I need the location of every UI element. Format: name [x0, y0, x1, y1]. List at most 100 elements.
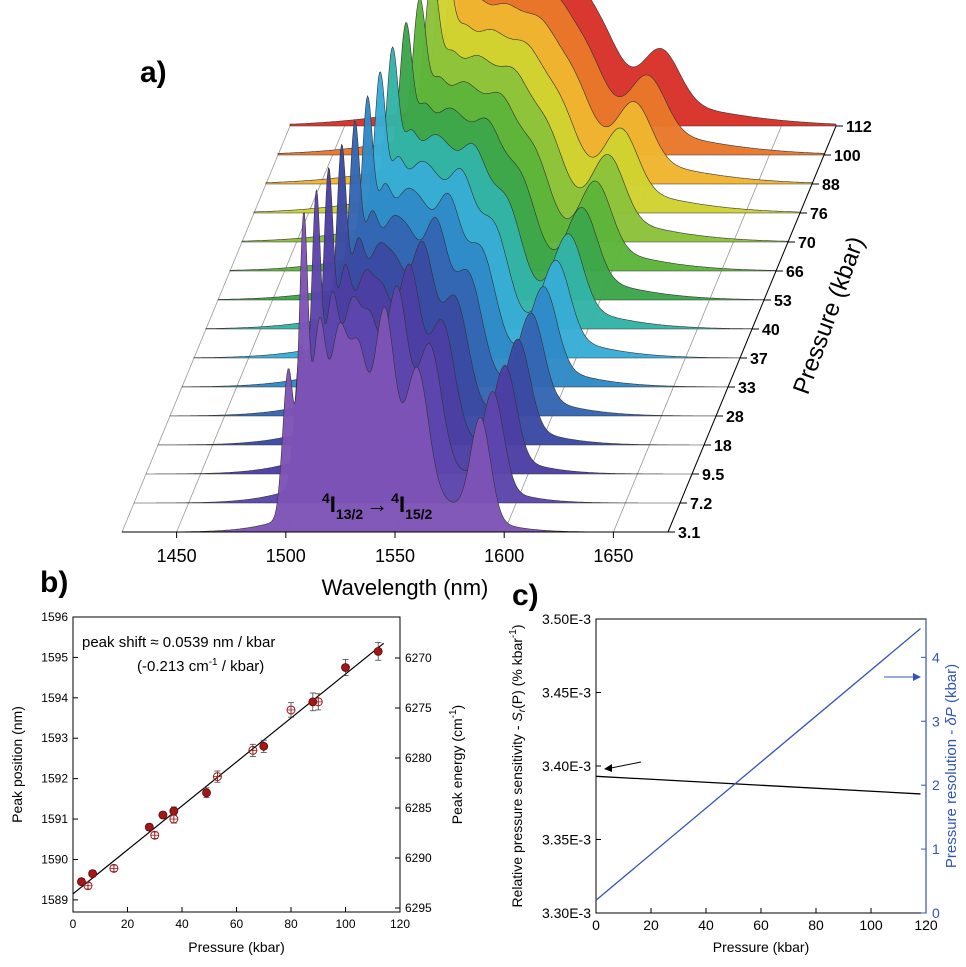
pressure-tick-label: 18 [714, 438, 732, 455]
x-tick-label: 1450 [157, 546, 197, 566]
panel-b-annotation-line1: peak shift ≈ 0.0539 nm / kbar [82, 634, 275, 651]
pressure-tick-label: 37 [750, 351, 768, 368]
left-ylabel-post: ) [509, 624, 525, 629]
panel-c-axes: 0 20 40 60 80 100 1203.30E-33.35E-33.40E-33.45… [542, 611, 940, 955]
data-point-filled [341, 663, 350, 672]
data-point-filled [259, 741, 269, 751]
y-tick-label: 1596 [41, 610, 68, 624]
data-point-filled [373, 646, 383, 656]
pressure-tick-label: 53 [774, 293, 792, 310]
y-right-tick-label: 6275 [405, 701, 432, 715]
right-ylabel-post: (kbar) [943, 664, 960, 707]
right-ylabel-delta: δP [943, 707, 960, 725]
left-axis-arrowhead [604, 764, 612, 772]
x-tick-label: 120 [914, 917, 938, 933]
panel-c-label: c) [512, 579, 539, 612]
panel-c-right-ylabel: Pressure resolution - δP (kbar) [943, 664, 960, 868]
y-right-tick-label: 2 [932, 777, 940, 793]
series-line-right [595, 628, 921, 901]
fit-line [72, 642, 385, 895]
spectrum-slice-40 [205, 46, 753, 330]
x-tick-label: 1650 [593, 546, 633, 566]
transition-annotation: 4I13/2 → 4I15/2 [322, 490, 433, 522]
pressure-tick-label: 100 [834, 148, 861, 165]
pressure-tick-label: 3.1 [678, 525, 700, 542]
spectrum-slice-53 [217, 22, 765, 301]
panel-b-axes: 0 20 40 60 80 100 120 1589 1590 1591 1592 1593 1594 1… [9, 610, 465, 955]
spectrum-slice-18 [157, 143, 704, 446]
x-tick-label: 60 [753, 917, 769, 933]
panel-c-plot-frame [595, 618, 927, 914]
annotation-arrow: → [366, 492, 388, 517]
y-right-tick-label: 1 [932, 841, 940, 857]
data-point-filled [88, 869, 98, 879]
x-tick-label: 0 [592, 917, 600, 933]
annotation-sub-1: 13/2 [336, 506, 363, 522]
panel-a-spectra [122, 0, 837, 533]
y-tick-label: 1593 [41, 731, 68, 745]
y-tick-label: 1590 [41, 852, 68, 866]
x-tick-label: 1500 [266, 546, 306, 566]
panel-c-lines [595, 628, 921, 901]
x-tick-label: 80 [284, 917, 298, 931]
x-tick-label: 100 [859, 917, 883, 933]
right-ylabel-pre: Pressure resolution - [943, 726, 960, 869]
data-point-filled [77, 877, 86, 887]
x-tick-label: 0 [70, 917, 77, 931]
right-axis-arrowhead [913, 673, 921, 681]
y-tick-label: 1592 [41, 772, 68, 786]
panel-a-zlabel: Pressure (kbar) [788, 233, 870, 398]
y-right-tick-label: 6290 [405, 851, 432, 865]
y-right-tick-label: 6295 [405, 901, 432, 915]
panel-c: c) 0 20 40 60 80 100 1203.30E-33.35E-33.40E-33… [508, 579, 960, 955]
x-tick-label: 40 [175, 917, 189, 931]
x-tick-label: 80 [808, 917, 824, 933]
svg-text:4I13/2→4I15/2: 4I13/2 → 4I15/2 [322, 490, 433, 522]
left-ylabel-S: S [509, 712, 525, 722]
y-right-tick-label: 6280 [405, 751, 432, 765]
pressure-tick-label: 66 [786, 264, 804, 281]
annotation-sub-2: 15/2 [405, 506, 432, 522]
panel-b-fit-line [72, 642, 385, 895]
x-axis-label: Pressure (kbar) [188, 939, 284, 955]
annotation-sup-2: 4 [391, 490, 399, 506]
panel-b-label: b) [40, 566, 68, 599]
y-right-tick-label: 0 [932, 905, 940, 921]
annotation-base-2: I [399, 492, 405, 517]
panel-b: b) 0 20 40 60 80 100 120 1589 1590 1591 1592 1593 15… [9, 566, 465, 955]
left-ylabel-sup: -1 [508, 629, 519, 638]
y-right-label-sup: -1 [448, 709, 459, 718]
x-axis-label: Pressure (kbar) [713, 939, 809, 955]
y-right-tick-label: 4 [932, 649, 940, 665]
annotation-sup-1: 4 [322, 490, 330, 506]
y-left-tick-label: 3.40E-3 [542, 758, 591, 774]
spectrum-slice-33 [181, 95, 729, 388]
pressure-tick-label: 76 [810, 206, 828, 223]
pressure-tick-label: 33 [738, 380, 756, 397]
annotation-line2-pre: (-0.213 cm [137, 658, 209, 675]
pressure-tick-label: 112 [846, 119, 872, 136]
y-tick-label: 1594 [41, 691, 68, 705]
x-tick-label: 60 [230, 917, 244, 931]
data-point-filled [144, 822, 154, 832]
y-right-axis-label: Peak energy (cm-1) [448, 705, 465, 824]
pressure-tick-label: 88 [822, 177, 840, 194]
y-left-tick-label: 3.30E-3 [542, 905, 591, 921]
data-point-filled [158, 810, 168, 820]
y-left-tick-label: 3.50E-3 [542, 611, 591, 627]
series-line-left [595, 775, 921, 795]
spectrum-slice-9.5 [146, 166, 692, 475]
pressure-tick-label: 40 [762, 322, 780, 339]
y-left-tick-label: 3.45E-3 [542, 685, 591, 701]
y-tick-label: 1595 [41, 650, 68, 664]
left-ylabel-mid: (P) (% kbar [509, 638, 525, 709]
spectrum-slice-7.2 [134, 189, 680, 504]
pressure-tick-label: 28 [726, 409, 744, 426]
y-right-tick-label: 6285 [405, 801, 432, 815]
panel-c-left-ylabel: Relative pressure sensitivity - Sr(P) (%… [508, 624, 528, 907]
y-left-tick-label: 3.35E-3 [542, 832, 591, 848]
x-tick-label: 40 [698, 917, 714, 933]
data-point-filled [202, 788, 211, 798]
annotation-base-1: I [330, 492, 336, 517]
